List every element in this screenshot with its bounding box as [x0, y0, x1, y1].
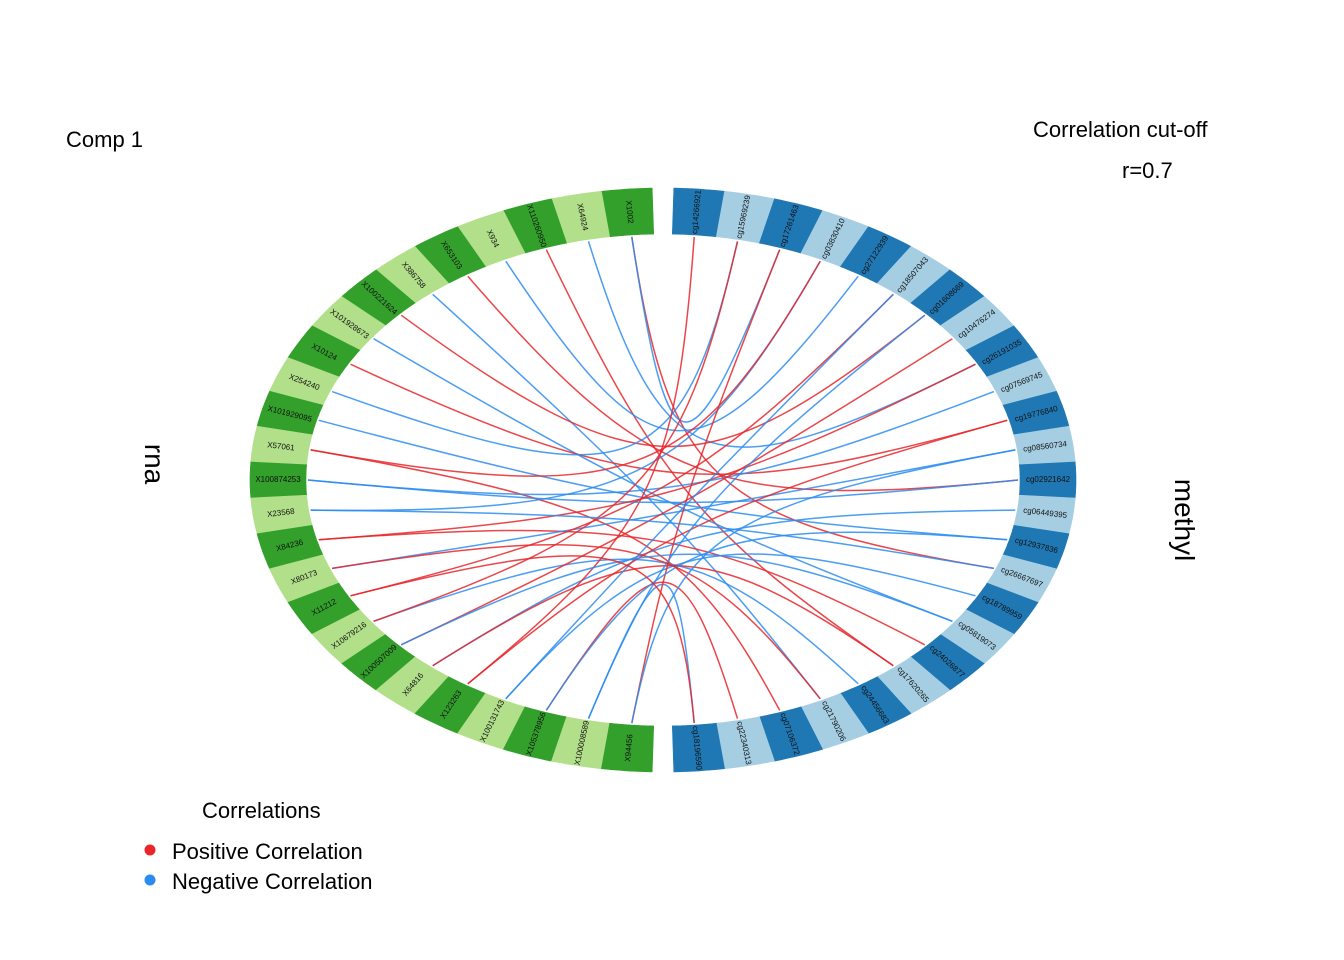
rna-feature-19	[375, 656, 450, 714]
link-negative	[505, 260, 859, 432]
link-negative	[307, 390, 995, 496]
rna-feature-7	[311, 296, 386, 351]
rna-feature-16	[287, 582, 361, 635]
link-positive	[318, 363, 976, 541]
correlation-links	[307, 236, 1019, 724]
methyl-feature-0-label: cg14266921	[690, 189, 703, 234]
link-negative	[505, 553, 976, 700]
link-positive	[310, 260, 821, 477]
rna-feature-11-label: X57061	[267, 440, 296, 452]
rna-feature-13	[250, 494, 313, 535]
link-positive	[400, 338, 953, 646]
feature-ring	[249, 187, 1077, 773]
methyl-feature-24-label: cg18196590	[691, 726, 704, 771]
methyl-feature-12-label: cg02921642	[1026, 475, 1071, 484]
rna-feature-11	[250, 425, 313, 466]
rna-feature-12-label: X100874253	[255, 475, 301, 484]
link-negative	[307, 479, 1019, 504]
legend-positive-swatch	[144, 844, 156, 856]
rna-feature-6	[341, 269, 416, 326]
legend-title: Correlations	[202, 798, 321, 823]
link-negative	[310, 509, 995, 570]
rna-feature-3	[457, 210, 526, 267]
link-positive	[350, 363, 1008, 476]
rna-feature-24-label: X94456	[623, 733, 634, 762]
link-positive	[350, 555, 695, 724]
link-positive	[631, 249, 781, 724]
rna-feature-24	[601, 722, 655, 773]
cutoff-value: r=0.7	[1122, 158, 1173, 183]
methyl-feature-24	[671, 722, 725, 773]
link-positive	[545, 249, 894, 667]
link-negative	[400, 553, 953, 646]
rna-feature-0	[601, 187, 655, 238]
link-positive	[467, 419, 1008, 685]
legend-negative-label: Negative Correlation	[172, 869, 373, 894]
legend-negative-swatch	[144, 874, 156, 886]
rna-feature-2	[502, 198, 567, 254]
link-negative	[331, 241, 739, 456]
rna-feature-21	[457, 693, 526, 750]
rna-feature-22	[502, 706, 567, 762]
rna-feature-5	[375, 246, 450, 304]
link-positive	[318, 529, 926, 646]
cutoff-label: Correlation cut-off	[1033, 117, 1208, 142]
link-negative	[432, 509, 1016, 667]
rna-feature-17	[311, 609, 386, 664]
block-label-methyl: methyl	[1169, 479, 1200, 561]
link-negative	[505, 293, 894, 700]
link-negative	[331, 449, 1016, 570]
link-positive	[350, 293, 894, 597]
rna-feature-14	[256, 524, 324, 570]
rna-feature-10	[256, 390, 324, 436]
link-positive	[467, 236, 695, 685]
rna-feature-4	[414, 226, 486, 284]
rna-feature-12	[249, 461, 308, 499]
link-positive	[331, 544, 821, 700]
rna-feature-18	[341, 634, 416, 691]
block-label-rna: rna	[139, 444, 170, 485]
rna-feature-15	[269, 554, 340, 603]
rna-feature-23	[551, 716, 611, 770]
link-negative	[432, 293, 821, 700]
rna-feature-13-label: X23568	[267, 507, 296, 519]
link-negative	[587, 314, 926, 719]
link-positive	[545, 581, 739, 719]
link-positive	[400, 314, 926, 448]
link-negative	[631, 449, 1016, 724]
rna-feature-1	[551, 190, 611, 244]
link-negative	[373, 558, 859, 685]
legend-positive-label: Positive Correlation	[172, 839, 363, 864]
rna-feature-20	[414, 676, 486, 734]
plot-title: Comp 1	[66, 127, 143, 152]
link-positive	[373, 241, 739, 623]
link-negative	[631, 236, 781, 423]
rna-feature-0-label: X1002	[624, 200, 635, 224]
rna-feature-9	[269, 357, 340, 406]
